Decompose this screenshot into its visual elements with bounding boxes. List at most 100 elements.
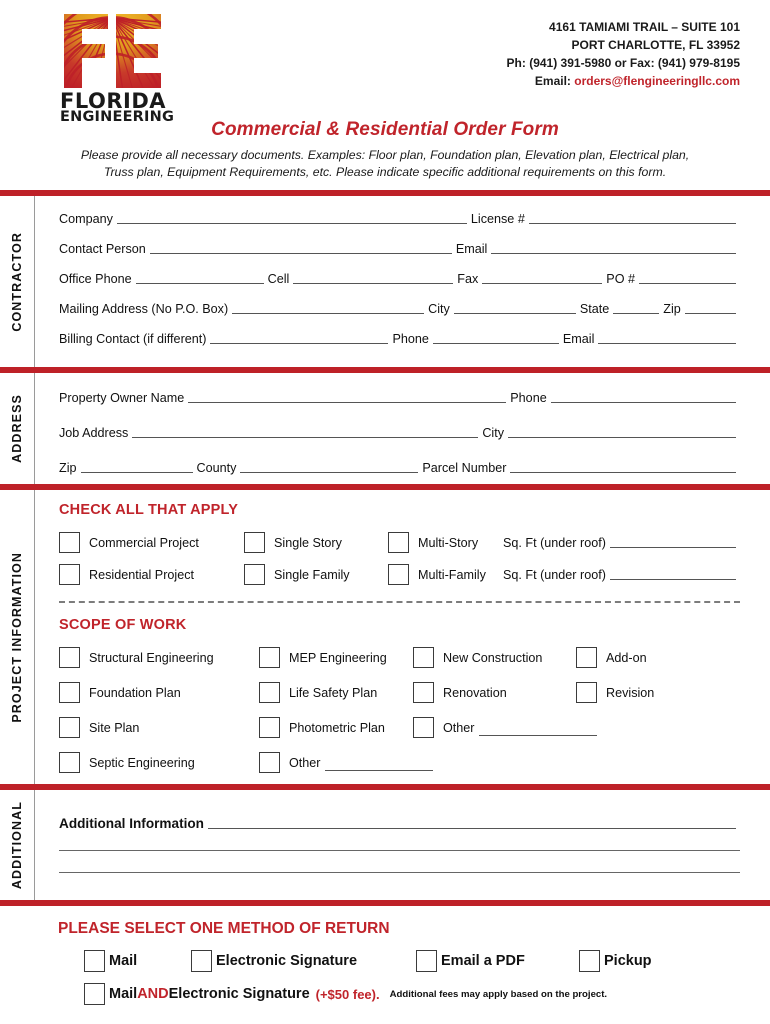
- input-parcel-number[interactable]: [510, 461, 736, 473]
- checkbox-box[interactable]: [59, 752, 80, 773]
- input-cell[interactable]: [293, 272, 454, 284]
- checkbox-box[interactable]: [191, 950, 212, 972]
- checkbox-photometric-plan[interactable]: Photometric Plan: [259, 717, 413, 738]
- checkbox-box[interactable]: [413, 682, 434, 703]
- checkbox-box[interactable]: [259, 752, 280, 773]
- divider-bar-4: [0, 784, 770, 790]
- input-job-zip[interactable]: [80, 461, 193, 473]
- input-additional-info-3[interactable]: [59, 872, 740, 873]
- additional-section: ADDITIONAL Additional Information: [0, 790, 770, 900]
- input-company[interactable]: [116, 212, 467, 224]
- input-billing-email[interactable]: [598, 332, 736, 344]
- scope-row-3: Site Plan Photometric Plan Other: [59, 717, 740, 738]
- checkbox-box[interactable]: [388, 532, 409, 553]
- checkbox-box[interactable]: [244, 532, 265, 553]
- checkbox-box[interactable]: [59, 682, 80, 703]
- checkbox-residential-project[interactable]: Residential Project: [59, 564, 244, 585]
- input-license[interactable]: [528, 212, 736, 224]
- checkbox-life-safety-plan[interactable]: Life Safety Plan: [259, 682, 413, 703]
- checkbox-return-pickup[interactable]: Pickup: [579, 950, 652, 972]
- address-line-1: 4161 TAMIAMI TRAIL – SUITE 101: [549, 20, 740, 34]
- checkbox-return-email-pdf[interactable]: Email a PDF: [416, 950, 579, 972]
- checkbox-renovation[interactable]: Renovation: [413, 682, 576, 703]
- input-job-address[interactable]: [132, 426, 479, 438]
- input-billing-contact[interactable]: [210, 332, 389, 344]
- checkbox-return-electronic-signature[interactable]: Electronic Signature: [191, 950, 416, 972]
- input-contact-person[interactable]: [149, 242, 452, 254]
- checkbox-box[interactable]: [259, 717, 280, 738]
- sqft-field-2: Sq. Ft (under roof): [503, 568, 740, 582]
- checkbox-return-mail-and-esign[interactable]: Mail AND Electronic Signature (+$50 fee)…: [84, 983, 607, 1005]
- checkbox-mep-engineering[interactable]: MEP Engineering: [259, 647, 413, 668]
- checkbox-return-mail[interactable]: Mail: [84, 950, 191, 972]
- checkbox-box[interactable]: [413, 647, 434, 668]
- input-contact-email[interactable]: [491, 242, 736, 254]
- checkbox-label: Single Family: [274, 567, 350, 582]
- checkbox-single-story[interactable]: Single Story: [244, 532, 388, 553]
- checkbox-label: Email a PDF: [441, 953, 525, 969]
- checkbox-site-plan[interactable]: Site Plan: [59, 717, 259, 738]
- input-mailing-zip[interactable]: [684, 302, 736, 314]
- checkbox-box[interactable]: [59, 717, 80, 738]
- input-additional-info-2[interactable]: [59, 850, 740, 851]
- checkbox-box[interactable]: [579, 950, 600, 972]
- input-mailing-city[interactable]: [453, 302, 576, 314]
- input-mailing-state[interactable]: [613, 302, 660, 314]
- checkbox-multi-story[interactable]: Multi-Story: [388, 532, 503, 553]
- checkbox-box[interactable]: [59, 564, 80, 585]
- label-job-address: Job Address: [59, 426, 129, 440]
- checkbox-box[interactable]: [244, 564, 265, 585]
- checkbox-box[interactable]: [576, 647, 597, 668]
- checkbox-scope-other-1[interactable]: Other: [413, 717, 601, 738]
- input-owner-phone[interactable]: [550, 391, 736, 403]
- checkbox-box[interactable]: [388, 564, 409, 585]
- checkbox-label: Photometric Plan: [289, 720, 385, 735]
- checkbox-box[interactable]: [59, 532, 80, 553]
- checkbox-add-on[interactable]: Add-on: [576, 647, 647, 668]
- logo-florida-text: FLORIDA: [60, 89, 166, 113]
- input-scope-other-1[interactable]: [478, 724, 597, 736]
- scope-row-2: Foundation Plan Life Safety Plan Renovat…: [59, 682, 740, 703]
- checkbox-box[interactable]: [84, 983, 105, 1005]
- return-combo-row: Mail AND Electronic Signature (+$50 fee)…: [58, 983, 770, 1005]
- checkbox-box[interactable]: [416, 950, 437, 972]
- checkbox-foundation-plan[interactable]: Foundation Plan: [59, 682, 259, 703]
- checkbox-label: Other: [443, 720, 475, 735]
- input-property-owner[interactable]: [188, 391, 507, 403]
- subtitle-line-1: Please provide all necessary documents. …: [80, 148, 690, 162]
- input-sqft-1[interactable]: [609, 536, 736, 548]
- checkbox-box[interactable]: [259, 647, 280, 668]
- checkbox-structural-engineering[interactable]: Structural Engineering: [59, 647, 259, 668]
- email-address-link[interactable]: orders@flengineeringllc.com: [574, 74, 740, 88]
- section-divider-line-2: [34, 373, 35, 484]
- input-job-city[interactable]: [508, 426, 736, 438]
- input-county[interactable]: [240, 461, 419, 473]
- input-additional-info-1[interactable]: [208, 817, 736, 829]
- checkbox-box[interactable]: [84, 950, 105, 972]
- input-mailing-address[interactable]: [232, 302, 425, 314]
- input-sqft-2[interactable]: [609, 568, 736, 580]
- checkbox-label: Single Story: [274, 535, 342, 550]
- input-fax[interactable]: [482, 272, 603, 284]
- section-divider-line-3: [34, 490, 35, 784]
- label-job-zip: Zip: [59, 461, 77, 475]
- checkbox-new-construction[interactable]: New Construction: [413, 647, 576, 668]
- checkbox-revision[interactable]: Revision: [576, 682, 654, 703]
- checkbox-septic-engineering[interactable]: Septic Engineering: [59, 752, 259, 773]
- checkbox-box[interactable]: [576, 682, 597, 703]
- label-mailing-city: City: [428, 302, 450, 316]
- project-dashed-separator: [59, 601, 740, 603]
- checkbox-box[interactable]: [59, 647, 80, 668]
- checkbox-box[interactable]: [259, 682, 280, 703]
- checkbox-commercial-project[interactable]: Commercial Project: [59, 532, 244, 553]
- input-billing-phone[interactable]: [432, 332, 559, 344]
- input-office-phone[interactable]: [135, 272, 264, 284]
- checkbox-multi-family[interactable]: Multi-Family: [388, 564, 503, 585]
- checkbox-scope-other-2[interactable]: Other: [259, 752, 437, 773]
- input-scope-other-2[interactable]: [324, 759, 433, 771]
- checkbox-box[interactable]: [413, 717, 434, 738]
- input-po-number[interactable]: [639, 272, 736, 284]
- scope-row-4: Septic Engineering Other: [59, 752, 740, 773]
- additional-info-row: Additional Information: [59, 816, 740, 831]
- checkbox-single-family[interactable]: Single Family: [244, 564, 388, 585]
